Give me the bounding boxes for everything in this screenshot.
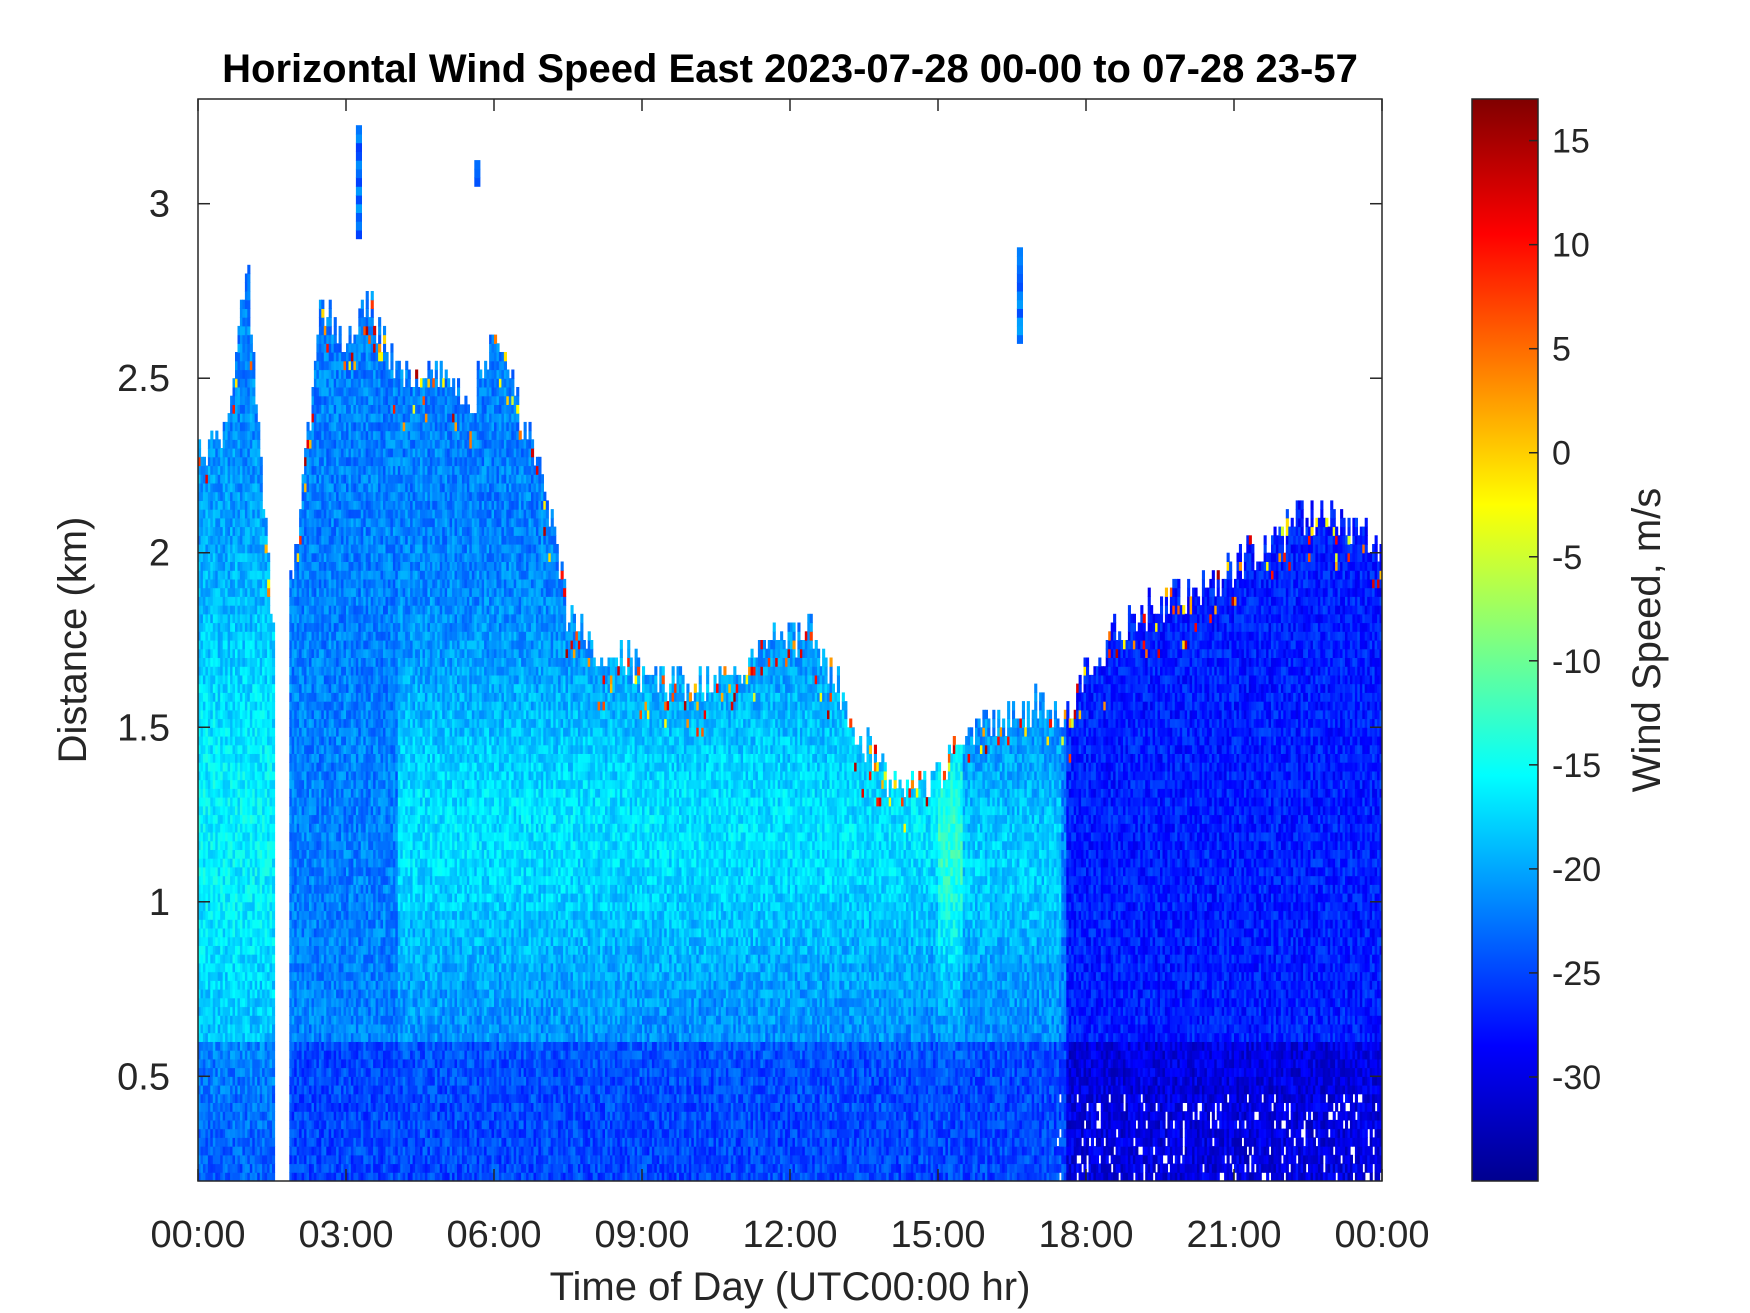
colorbar-tick-label: -30 [1552,1059,1601,1097]
y-tick-label: 3 [149,184,170,226]
colorbar-tick-label: -5 [1552,539,1582,577]
y-tick-label: 1 [149,882,170,924]
colorbar-tick-label: 15 [1552,123,1590,161]
y-tick-label: 2 [149,533,170,575]
colorbar [1471,98,1539,1182]
x-tick-label: 00:00 [150,1214,245,1256]
x-tick-label: 06:00 [446,1214,541,1256]
x-tick-label: 15:00 [890,1214,985,1256]
wind-heatmap [198,125,1382,1181]
colorbar-tick-label: -15 [1552,747,1601,785]
x-axis-label: Time of Day (UTC00:00 hr) [550,1265,1031,1309]
y-axis-label: Distance (km) [51,517,95,764]
x-tick-label: 09:00 [594,1214,689,1256]
colorbar-tick-label: 0 [1552,435,1571,473]
y-axis: 0.5 1 1.5 2 2.5 3 [117,184,1382,1098]
x-tick-label: 03:00 [298,1214,393,1256]
x-axis: 00:00 03:00 06:00 09:00 12:00 15:00 18:00 21:00… [150,99,1430,1256]
colorbar-tick-label: 5 [1552,331,1571,369]
x-tick-label: 18:00 [1038,1214,1133,1256]
colorbar-tick-label: 10 [1552,227,1590,265]
x-tick-label: 21:00 [1186,1214,1281,1256]
y-tick-label: 0.5 [117,1056,170,1098]
y-tick-label: 1.5 [117,707,170,749]
colorbar-ticks: -30 -25 -20 -15 -10 -5 0 5 10 15 [1529,123,1601,1097]
chart-title: Horizontal Wind Speed East 2023-07-28 00… [222,47,1358,91]
colorbar-tick-label: -10 [1552,643,1601,681]
colorbar-tick-label: -25 [1552,955,1601,993]
colorbar-tick-label: -20 [1552,851,1601,889]
y-tick-label: 2.5 [117,358,170,400]
colorbar-label: Wind Speed, m/s [1625,488,1669,793]
x-tick-label: 12:00 [742,1214,837,1256]
x-tick-label: 00:00 [1334,1214,1429,1256]
